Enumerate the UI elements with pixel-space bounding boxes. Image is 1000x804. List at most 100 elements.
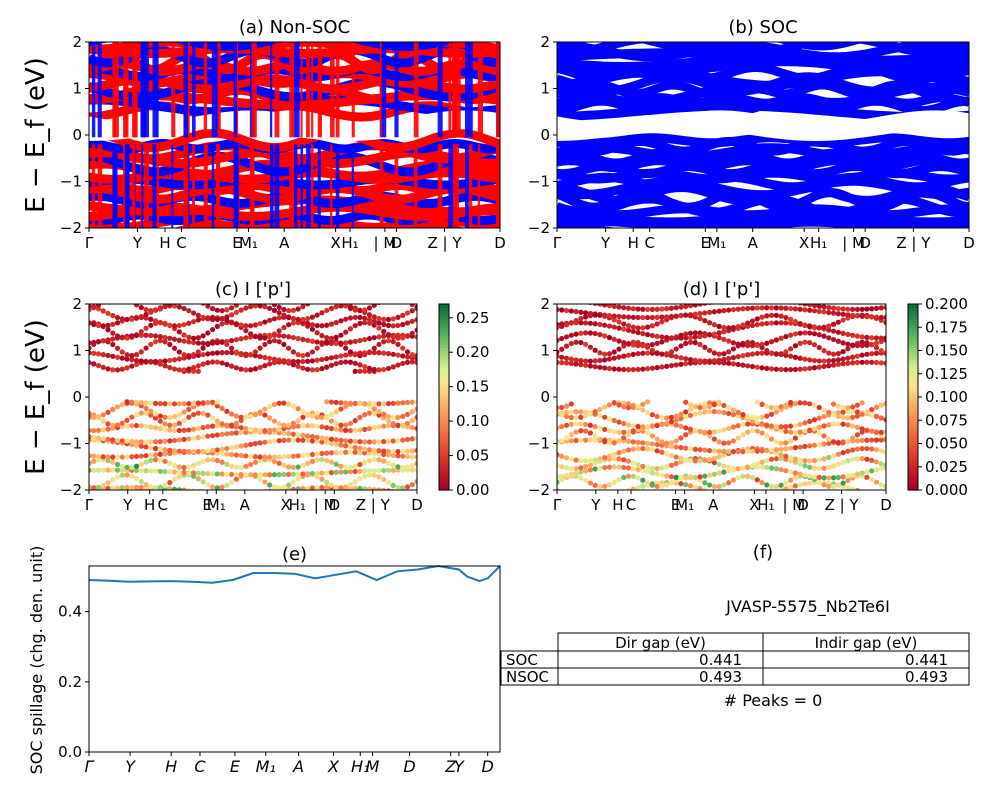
panel-d-point: [616, 438, 622, 444]
panel-c-colorbar-segment: [439, 319, 449, 324]
panel-d-xtick-label: H: [612, 496, 623, 514]
panel-c-point: [248, 323, 254, 329]
panel-d-point: [726, 448, 732, 455]
panel-c-point: [290, 307, 297, 313]
panel-d-point: [773, 483, 779, 490]
panel-c-colorbar-segment: [439, 483, 449, 488]
panel-c-point: [167, 486, 173, 490]
panel-d-point: [568, 471, 574, 477]
panel-d-colorbar-segment: [908, 359, 918, 364]
panel-d-point: [816, 457, 822, 463]
panel-c-point: [167, 438, 173, 444]
panel-c-point: [309, 470, 316, 477]
panel-c-point: [267, 355, 273, 362]
panel-d-point: [568, 360, 574, 367]
panel-d-point: [878, 448, 884, 454]
panel-c-point: [328, 440, 335, 447]
panel-c-point: [290, 358, 297, 365]
panel-c-point: [400, 296, 405, 301]
panel-c-point: [252, 459, 258, 465]
panel-d-point: [826, 335, 832, 341]
panel-d-colorbar-segment: [908, 480, 918, 485]
panel-a-xtick-label: H: [159, 234, 170, 252]
panel-c-point: [352, 417, 358, 424]
panel-c-point: [300, 353, 306, 359]
panel-c-point: [100, 338, 106, 344]
panel-d-point: [664, 351, 670, 357]
panel-a-spin-stripe: [292, 144, 296, 228]
panel-c-colorbar-segment: [439, 375, 449, 379]
panel-d-point: [764, 482, 770, 488]
panel-d-point: [711, 358, 717, 364]
panel-a-spin-stripe: [437, 144, 443, 228]
panel-d-point: [659, 314, 665, 320]
panel-d-point: [716, 409, 722, 415]
panel-c-point: [343, 340, 349, 346]
panel-d-point: [859, 426, 865, 432]
panel-d-point: [721, 463, 727, 469]
panel-d-point: [850, 312, 856, 318]
panel-c-point: [89, 320, 92, 326]
panel-d-point: [616, 402, 622, 408]
panel-a-spin-stripe: [211, 42, 218, 138]
panel-c-point: [390, 488, 396, 490]
panel-a-spin-stripe: [289, 144, 294, 228]
panel-c-point: [371, 401, 377, 407]
panel-c-point: [290, 403, 297, 409]
panel-c-point: [233, 304, 239, 308]
panel-d-point: [563, 360, 570, 366]
panel-c-point: [286, 345, 292, 351]
panel-c-point: [190, 310, 197, 316]
panel-d-colorbar-segment: [908, 434, 918, 438]
panel-d-point: [807, 340, 813, 346]
panel-c-point: [114, 354, 121, 360]
panel-d-point: [788, 346, 794, 352]
panel-d-colorbar-segment: [908, 415, 918, 420]
panel-c-point: [167, 357, 173, 364]
panel-d-point: [807, 324, 813, 330]
panel-d-point: [668, 440, 675, 446]
panel-c-xtick-label: C: [158, 496, 168, 514]
panel-d-point: [692, 427, 698, 434]
panel-d-point: [557, 324, 560, 331]
panel-c-point: [124, 356, 130, 362]
panel-c-point: [143, 453, 149, 459]
panel-c-point: [305, 460, 311, 466]
panel-d-colorbar-segment: [908, 310, 918, 314]
panel-d-point: [830, 336, 837, 343]
panel-a-spin-stripe: [351, 42, 355, 138]
panel-d-point: [711, 402, 717, 408]
panel-d-point: [745, 473, 751, 479]
panel-a-spin-stripe: [141, 144, 144, 228]
panel-d-point: [606, 402, 613, 408]
panel-a-spin-stripe: [91, 42, 96, 138]
panel-d-colorbar-segment: [908, 452, 918, 457]
panel-d-point: [716, 483, 722, 490]
panel-d-point: [773, 312, 779, 318]
panel-d-colorbar-segment: [908, 446, 918, 451]
panel-d-point: [592, 304, 598, 306]
panel-c-point: [314, 312, 320, 318]
panel-c-point: [319, 457, 325, 463]
panel-c-point: [171, 304, 178, 309]
panel-a-spin-stripe: [413, 144, 418, 228]
panel-d-point: [664, 451, 670, 457]
panel-d-point: [716, 399, 722, 405]
panel-c-point: [100, 482, 106, 489]
panel-c-point: [390, 334, 396, 340]
panel-c-point: [395, 422, 401, 428]
panel-d-point: [664, 482, 670, 488]
panel-d-point: [783, 440, 789, 446]
panel-c-point: [224, 471, 230, 477]
panel-d-colorbar-segment: [908, 325, 918, 330]
panel-c-point: [190, 335, 197, 341]
panel-d-point: [802, 463, 808, 469]
panel-c-point: [124, 472, 130, 478]
panel-c-point: [371, 318, 377, 324]
panel-d-point: [678, 411, 684, 417]
panel-a-spin-stripe: [379, 144, 383, 228]
panel-c-point: [167, 469, 173, 475]
panel-c-point: [233, 452, 239, 458]
panel-c-point: [190, 448, 197, 455]
panel-d-point: [702, 318, 708, 324]
